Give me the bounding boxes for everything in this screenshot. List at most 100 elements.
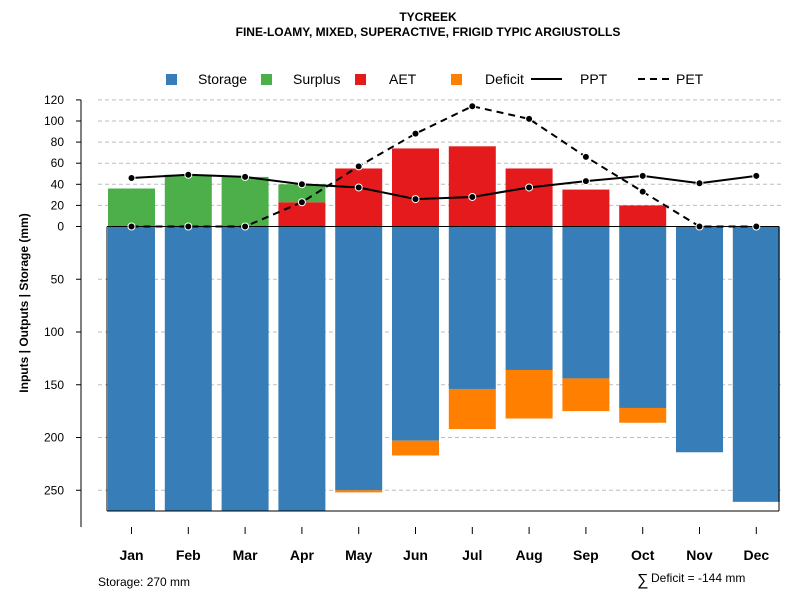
deficit-footer: Deficit = -144 mm bbox=[651, 571, 745, 585]
ppt-point bbox=[638, 171, 647, 180]
grid-lines bbox=[98, 99, 782, 491]
storage-bar bbox=[676, 226, 723, 453]
aet-bar bbox=[278, 202, 326, 227]
ppt-point bbox=[184, 170, 193, 179]
y-tick-label: 20 bbox=[51, 198, 65, 212]
ppt-point bbox=[581, 177, 590, 186]
deficit-bar bbox=[562, 378, 610, 412]
pet-point bbox=[638, 187, 647, 196]
y-tick-label: 40 bbox=[51, 177, 65, 191]
pet-point bbox=[752, 222, 761, 231]
ppt-point bbox=[695, 179, 704, 188]
storage-bar bbox=[164, 226, 212, 512]
legend-swatch bbox=[355, 74, 366, 85]
pet-point bbox=[411, 129, 420, 138]
ppt-point bbox=[297, 180, 306, 189]
pet-point bbox=[241, 222, 250, 231]
deficit-bar bbox=[448, 388, 496, 430]
storage-bar bbox=[562, 226, 610, 379]
y-tick-label: 250 bbox=[44, 483, 64, 497]
legend: Storage Surplus AET Deficit PPT PET bbox=[166, 71, 704, 87]
y-tick-label: 50 bbox=[51, 272, 65, 286]
surplus-bar bbox=[221, 176, 269, 227]
storage-bar bbox=[732, 226, 780, 502]
x-tick-label: Aug bbox=[515, 547, 542, 563]
legend-label: Surplus bbox=[293, 71, 340, 87]
y-axis: 0 20 40 60 80 100 120 50 100 150 200 250 bbox=[44, 93, 82, 527]
ppt-point bbox=[354, 183, 363, 192]
ppt-line bbox=[131, 173, 757, 201]
aet-bar bbox=[448, 146, 496, 227]
y-axis-label: Inputs | Outputs | Storage (mm) bbox=[17, 213, 31, 392]
aet-bar bbox=[619, 205, 667, 227]
x-tick-label: Dec bbox=[743, 547, 769, 563]
legend-label: Deficit bbox=[485, 71, 524, 87]
x-tick-label: Feb bbox=[176, 547, 201, 563]
legend-label: PPT bbox=[580, 71, 608, 87]
legend-label: PET bbox=[676, 71, 704, 87]
ppt-point bbox=[241, 172, 250, 181]
legend-label: AET bbox=[389, 71, 417, 87]
x-tick-label: Sep bbox=[573, 547, 599, 563]
legend-swatch bbox=[166, 74, 177, 85]
ppt-point bbox=[752, 171, 761, 180]
x-tick-label: May bbox=[345, 547, 372, 563]
aet-bar bbox=[562, 189, 610, 227]
y-tick-label: 120 bbox=[44, 93, 64, 107]
x-axis: Jan Feb Mar Apr May Jun Jul Aug Sep Oct Nov Dec bbox=[119, 527, 769, 563]
x-tick-label: Mar bbox=[233, 547, 258, 563]
chart-title: TYCREEK bbox=[399, 10, 457, 24]
storage-bar bbox=[619, 226, 667, 408]
aet-bar bbox=[335, 168, 383, 227]
sum-icon: ∑ bbox=[637, 572, 648, 589]
ppt-point bbox=[525, 183, 534, 192]
storage-bar bbox=[448, 226, 496, 389]
x-tick-label: Jan bbox=[119, 547, 143, 563]
pet-point bbox=[354, 162, 363, 171]
bars bbox=[108, 146, 780, 512]
y-tick-label: 60 bbox=[51, 156, 65, 170]
deficit-bar bbox=[335, 490, 383, 493]
ppt-point bbox=[127, 173, 136, 182]
legend-swatch bbox=[451, 74, 462, 85]
deficit-bar bbox=[392, 440, 439, 456]
aet-bar bbox=[392, 148, 439, 227]
pet-point bbox=[468, 102, 477, 111]
chart-subtitle: FINE-LOAMY, MIXED, SUPERACTIVE, FRIGID T… bbox=[236, 25, 621, 39]
surplus-bar bbox=[278, 184, 326, 203]
x-tick-label: Apr bbox=[290, 547, 315, 563]
ppt-point bbox=[411, 195, 420, 204]
storage-bar bbox=[392, 226, 439, 441]
legend-label: Storage bbox=[198, 71, 247, 87]
pet-point bbox=[297, 198, 306, 207]
storage-bar bbox=[221, 226, 269, 512]
series-lines bbox=[127, 102, 761, 231]
x-tick-label: Nov bbox=[686, 547, 713, 563]
pet-point bbox=[695, 222, 704, 231]
y-tick-label: 0 bbox=[57, 220, 64, 234]
x-tick-label: Oct bbox=[631, 547, 655, 563]
storage-bar bbox=[108, 226, 155, 512]
y-tick-label: 100 bbox=[44, 325, 64, 339]
storage-bar bbox=[278, 226, 326, 512]
pet-point bbox=[127, 222, 136, 231]
y-tick-label: 200 bbox=[44, 431, 64, 445]
y-tick-label: 150 bbox=[44, 378, 64, 392]
deficit-bar bbox=[505, 369, 553, 419]
y-tick-label: 80 bbox=[51, 135, 65, 149]
legend-swatch bbox=[261, 74, 272, 85]
deficit-bar bbox=[619, 407, 667, 423]
pet-line bbox=[131, 105, 757, 228]
pet-point bbox=[184, 222, 193, 231]
surplus-bar bbox=[108, 188, 155, 227]
y-tick-label: 100 bbox=[44, 114, 64, 128]
surplus-bar bbox=[164, 174, 212, 227]
storage-bar bbox=[505, 226, 553, 370]
storage-footer: Storage: 270 mm bbox=[98, 575, 190, 589]
pet-point bbox=[581, 152, 590, 161]
pet-point bbox=[525, 114, 534, 123]
x-tick-label: Jun bbox=[403, 547, 428, 563]
aet-bar bbox=[505, 168, 553, 227]
ppt-point bbox=[468, 192, 477, 201]
